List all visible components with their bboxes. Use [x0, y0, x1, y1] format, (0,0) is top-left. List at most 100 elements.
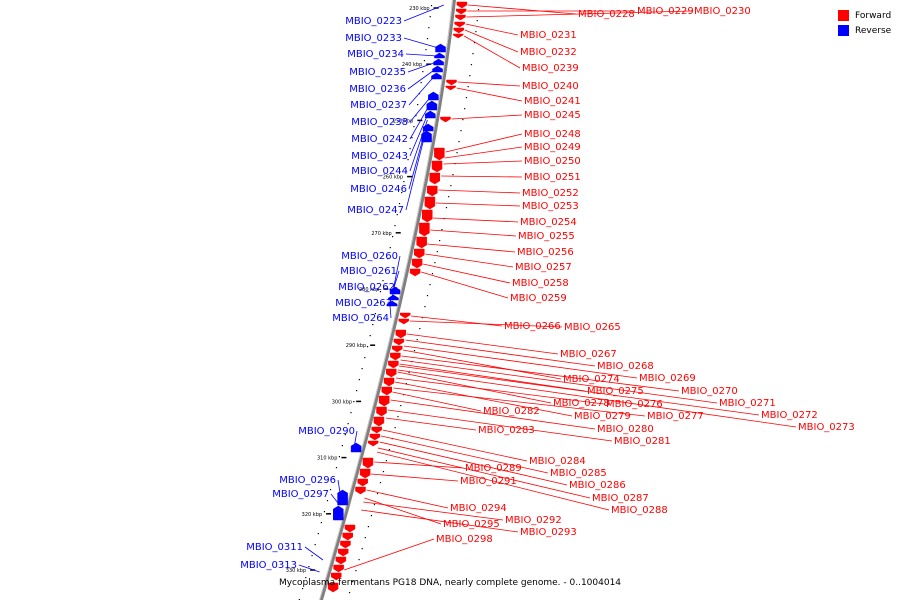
leader-line — [407, 68, 436, 90]
scale-dot — [413, 126, 415, 128]
gene-label-mbio_0262: MBIO_0262 — [338, 282, 395, 293]
scale-dot — [332, 478, 335, 480]
tick-marks: 230 kbp 240 kbp 250 kbp 260 kbp 270 kbp 280 k… — [286, 6, 439, 574]
gene-label-mbio_0280: MBIO_0280 — [597, 424, 654, 435]
leader-line — [392, 270, 400, 293]
scale-dot — [396, 214, 398, 216]
scale-dot — [426, 38, 429, 40]
gene-label-mbio_0249: MBIO_0249 — [524, 142, 581, 153]
leader-line — [395, 377, 605, 405]
tick-label: 250 kbp — [393, 118, 413, 124]
scale-dot — [364, 537, 366, 539]
leader-line — [387, 409, 613, 442]
gene-label-mbio_0281: MBIO_0281 — [614, 436, 671, 447]
gene-label-mbio_0287: MBIO_0287 — [592, 493, 649, 504]
gene-label-mbio_0250: MBIO_0250 — [524, 156, 581, 167]
leader-line — [376, 451, 610, 511]
scale-dot — [347, 423, 349, 425]
scale-dot — [314, 544, 316, 546]
scale-dot — [329, 489, 332, 491]
scale-dot — [422, 71, 424, 73]
gene-label-mbio_0268: MBIO_0268 — [597, 361, 654, 372]
gene-label-mbio_0245: MBIO_0245 — [524, 110, 581, 121]
gene-label-mbio_0234: MBIO_0234 — [347, 49, 404, 60]
legend-item-forward: Forward — [838, 8, 891, 23]
gene-arrow — [428, 91, 439, 101]
scale-dot — [445, 207, 448, 209]
scale-dot — [338, 456, 341, 458]
gene-label-mbio_0237: MBIO_0237 — [350, 100, 407, 111]
scale-dot — [369, 335, 371, 337]
scale-dot — [382, 471, 385, 473]
scale-dot — [326, 500, 329, 502]
scale-dot — [320, 522, 322, 524]
gene-label-mbio_0279: MBIO_0279 — [574, 411, 631, 422]
leader-line — [397, 369, 797, 428]
scale-dot — [305, 577, 307, 579]
gene-arrow — [434, 147, 445, 161]
gene-label-mbio_0313: MBIO_0313 — [240, 560, 297, 571]
tick-label: 330 kbp — [286, 568, 306, 574]
gene-arrow — [434, 52, 445, 59]
gene-label-mbio_0269: MBIO_0269 — [639, 373, 696, 384]
scale-dot — [382, 280, 384, 282]
scale-dot — [434, 262, 436, 264]
scale-dot — [364, 357, 366, 359]
scale-dot — [341, 445, 343, 447]
scale-dot — [465, 97, 468, 99]
gene-arrow — [433, 58, 444, 66]
leader-line — [298, 564, 320, 573]
leader-line — [363, 501, 504, 521]
gene-arrow — [419, 222, 430, 237]
leader-line — [409, 111, 430, 157]
gene-label-mbio_0229: MBIO_0229 — [637, 6, 694, 17]
leader-line — [425, 253, 514, 268]
gene-arrow — [386, 300, 398, 307]
gene-arrow — [425, 110, 436, 119]
leader-line — [456, 87, 523, 102]
leader-line — [337, 479, 342, 498]
leader-line — [370, 473, 459, 482]
gene-arrow — [393, 338, 405, 346]
scale-dot — [420, 82, 422, 84]
scale-dot — [350, 412, 352, 414]
gene-label-mbio_0274: MBIO_0274 — [563, 374, 620, 385]
gene-label-mbio_0259: MBIO_0259 — [510, 293, 567, 304]
gene-arrow — [435, 43, 446, 53]
scale-dots — [298, 5, 480, 600]
leader-line — [390, 399, 596, 430]
gene-arrow — [445, 85, 456, 91]
scale-dot — [460, 130, 462, 132]
gene-arrow — [453, 27, 465, 34]
scale-dot — [358, 379, 360, 381]
scale-dot — [398, 203, 401, 205]
leader-line — [430, 229, 517, 237]
scale-dot — [394, 427, 396, 429]
label-leaders — [298, 4, 797, 573]
leader-line — [411, 315, 503, 327]
gene-arrow — [432, 65, 443, 73]
gene-label-mbio_0296: MBIO_0296 — [279, 475, 336, 486]
gene-label-mbio_0267: MBIO_0267 — [560, 349, 617, 360]
gene-arrow — [350, 442, 362, 453]
leader-line — [377, 447, 591, 499]
gene-label-mbio_0291: MBIO_0291 — [460, 476, 517, 487]
gene-arrow — [388, 360, 399, 369]
gene-arrow — [416, 236, 427, 249]
scale-dot — [470, 64, 473, 66]
gene-arrow — [455, 14, 466, 21]
leader-line — [427, 243, 516, 253]
gene-arrow — [357, 478, 368, 487]
gene-arrow — [411, 258, 423, 269]
forward-swatch — [838, 10, 849, 21]
legend-label-forward: Forward — [855, 10, 892, 21]
scale-dot — [458, 141, 460, 143]
leader-line — [392, 391, 482, 412]
scale-dot — [439, 240, 441, 242]
gene-label-mbio_0275: MBIO_0275 — [587, 386, 644, 397]
gene-arrow — [337, 548, 349, 557]
legend-item-reverse: Reverse — [838, 23, 891, 38]
gene-label-mbio_0261: MBIO_0261 — [340, 266, 397, 277]
scale-dot — [409, 148, 411, 150]
